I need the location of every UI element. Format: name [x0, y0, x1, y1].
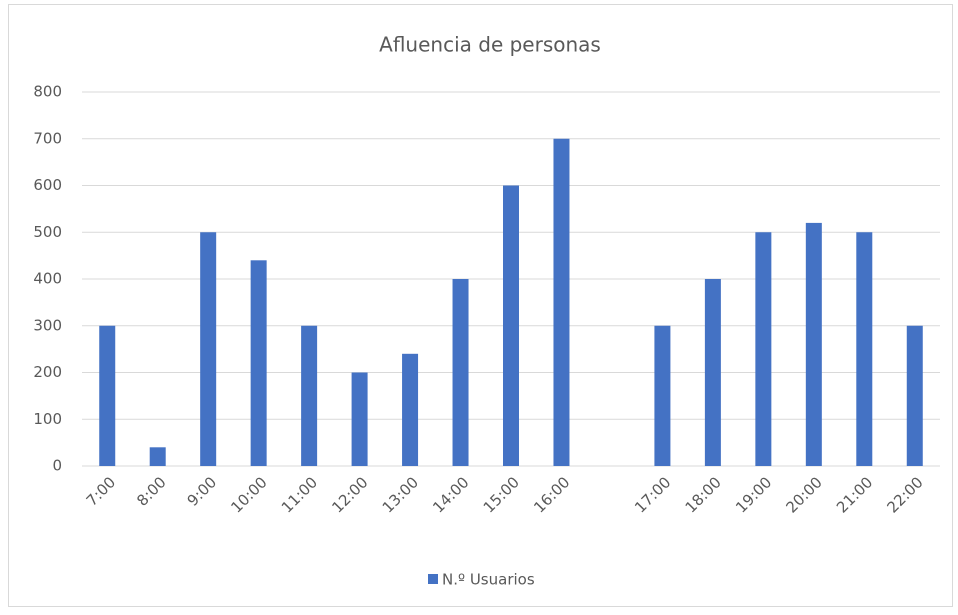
- bar: [200, 232, 217, 466]
- bar: [755, 232, 772, 466]
- y-tick-label: 800: [33, 83, 62, 101]
- y-tick-label: 600: [33, 176, 62, 194]
- bar: [553, 138, 570, 466]
- chart-border: [8, 4, 953, 607]
- bar: [149, 447, 166, 466]
- bar: [402, 353, 419, 466]
- bar: [704, 279, 721, 466]
- bar: [301, 325, 318, 466]
- y-tick-label: 700: [33, 129, 62, 147]
- bar: [856, 232, 873, 466]
- y-tick-label: 300: [33, 316, 62, 334]
- legend-label: N.º Usuarios: [442, 571, 535, 589]
- bar: [351, 372, 368, 466]
- chart-title: Afluencia de personas: [379, 33, 601, 57]
- y-tick-label: 500: [33, 223, 62, 241]
- bar: [452, 279, 469, 466]
- y-tick-label: 100: [33, 410, 62, 428]
- bar: [250, 260, 267, 466]
- y-tick-label: 0: [52, 457, 62, 475]
- bar: [503, 185, 519, 466]
- legend-swatch: [428, 574, 438, 584]
- bar: [805, 222, 822, 466]
- y-tick-label: 200: [33, 363, 62, 381]
- y-tick-label: 400: [33, 270, 62, 288]
- bar: [906, 325, 923, 466]
- bar: [654, 325, 671, 466]
- bar: [99, 325, 116, 466]
